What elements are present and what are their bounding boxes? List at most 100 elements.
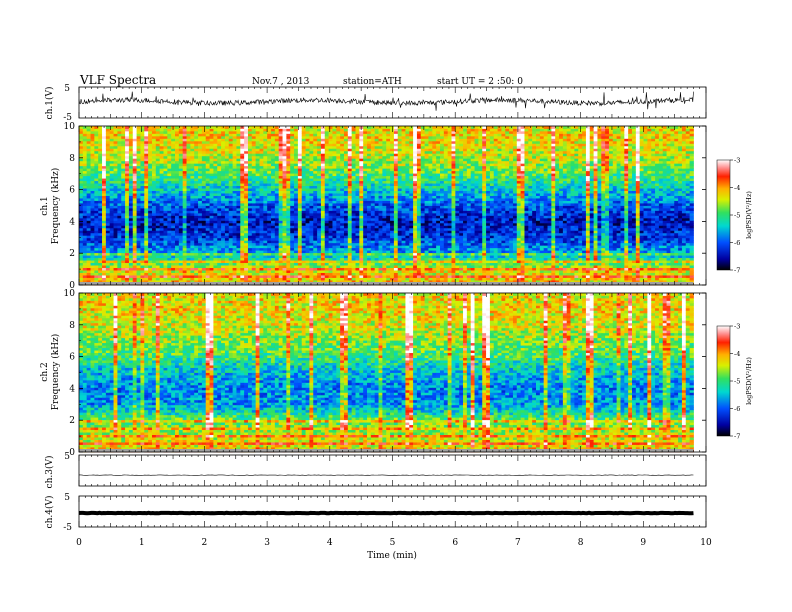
- spec1-cell: [144, 275, 149, 278]
- spec1-cell: [228, 232, 234, 236]
- spec1-cell: [132, 160, 138, 164]
- spec1-cell: [128, 130, 134, 134]
- spec1-cell: [190, 163, 195, 167]
- spec1-cell: [367, 222, 372, 226]
- spec1-cell: [359, 148, 364, 152]
- spec1-cell: [359, 153, 364, 157]
- spec1-cell: [324, 217, 330, 221]
- spec1-cell: [163, 232, 168, 236]
- spec1-cell: [190, 180, 195, 184]
- spec1-cell: [186, 175, 191, 179]
- spec1-cell: [136, 126, 141, 129]
- spec1-cell: [255, 242, 260, 246]
- spec1-cell: [113, 257, 118, 261]
- spec1-cell: [159, 183, 164, 187]
- spec1-cell: [251, 225, 257, 229]
- spec1-cell: [94, 173, 99, 177]
- spec1-cell: [355, 260, 360, 264]
- spec1-cell: [178, 230, 184, 234]
- spec1-cell: [132, 185, 138, 189]
- spec1-cell: [267, 235, 272, 239]
- spec1-cell: [271, 135, 276, 139]
- spec1-cell: [263, 205, 268, 209]
- spec1-cell: [217, 210, 222, 214]
- spec1-cell: [159, 163, 164, 167]
- spec1-cell: [186, 188, 191, 191]
- spec1-cell: [155, 175, 161, 179]
- spec1-cell: [290, 227, 295, 231]
- spec1-cell: [255, 225, 260, 229]
- spec1-cell: [259, 215, 264, 219]
- spec1-cell: [324, 277, 330, 281]
- spec1-cell: [367, 232, 372, 236]
- spec1-cell: [343, 235, 349, 239]
- spec1-cell: [301, 260, 306, 264]
- spec1-cell: [359, 247, 364, 251]
- spec1-cell: [132, 203, 138, 206]
- spec1-cell: [290, 155, 295, 159]
- spec1-cell: [224, 280, 230, 283]
- spec1-cell: [251, 185, 257, 189]
- spec1-cell: [367, 242, 372, 246]
- spec1-cell: [136, 195, 141, 199]
- spec1-cell: [370, 230, 376, 234]
- spec1-cell: [209, 163, 214, 167]
- spec1-cell: [247, 133, 253, 137]
- spec1-cell: [136, 207, 141, 211]
- spec1-cell: [290, 198, 295, 201]
- spec1-cell: [121, 265, 126, 269]
- spec1-cell: [247, 237, 253, 241]
- spec1-cell: [370, 188, 376, 191]
- spec1-cell: [113, 145, 118, 149]
- spec1-cell: [209, 257, 214, 261]
- spec1-cell: [317, 193, 322, 196]
- spec1-cell: [194, 280, 199, 283]
- spec1-cell: [163, 265, 168, 269]
- spec1-cell: [224, 203, 230, 206]
- spec1-cell: [144, 168, 149, 172]
- spec1-cell: [332, 188, 337, 191]
- spec1-cell: [363, 277, 368, 281]
- spec1-cell: [355, 158, 360, 162]
- spec1-cell: [90, 242, 95, 246]
- spec1-cell: [86, 205, 91, 209]
- spec1-cell: [167, 215, 172, 219]
- spec1-cell: [259, 277, 264, 281]
- spec1-cell: [363, 207, 368, 211]
- spec1-cell: [90, 277, 95, 281]
- spec1-cell: [240, 193, 245, 196]
- spec1-cell: [148, 153, 153, 157]
- spec1-cell: [205, 205, 210, 209]
- spec1-cell: [317, 198, 322, 201]
- spec1-cell: [205, 185, 210, 189]
- spec1-cell: [290, 255, 295, 259]
- spec1-cell: [324, 178, 330, 182]
- spec1-cell: [171, 198, 176, 201]
- spec1-cell: [190, 260, 195, 264]
- spec1-cell: [136, 203, 141, 206]
- spec1-cell: [228, 257, 234, 261]
- spec1-cell: [94, 163, 99, 167]
- spec1-cell: [102, 210, 107, 214]
- spec1-cell: [301, 232, 306, 236]
- spec1-cell: [140, 237, 145, 241]
- spec1-cell: [175, 168, 180, 172]
- spec1-cell: [148, 180, 153, 184]
- spec1-cell: [98, 143, 103, 147]
- spec1-cell: [370, 126, 376, 129]
- spec1-cell: [182, 260, 187, 264]
- spec1-cell: [79, 207, 84, 211]
- spec1-cell: [178, 185, 184, 189]
- spec1-cell: [282, 245, 287, 249]
- spec1-cell: [347, 200, 353, 204]
- spec1-cell: [267, 133, 272, 137]
- spec1-cell: [128, 275, 134, 278]
- spec1-cell: [363, 267, 368, 271]
- spec1-cell: [367, 200, 372, 204]
- spec1-cell: [305, 198, 310, 201]
- spec1-cell: [286, 272, 291, 276]
- spec1-cell: [163, 193, 168, 196]
- spec1-cell: [347, 217, 353, 221]
- spec1-cell: [90, 255, 95, 259]
- spec1-cell: [205, 222, 210, 226]
